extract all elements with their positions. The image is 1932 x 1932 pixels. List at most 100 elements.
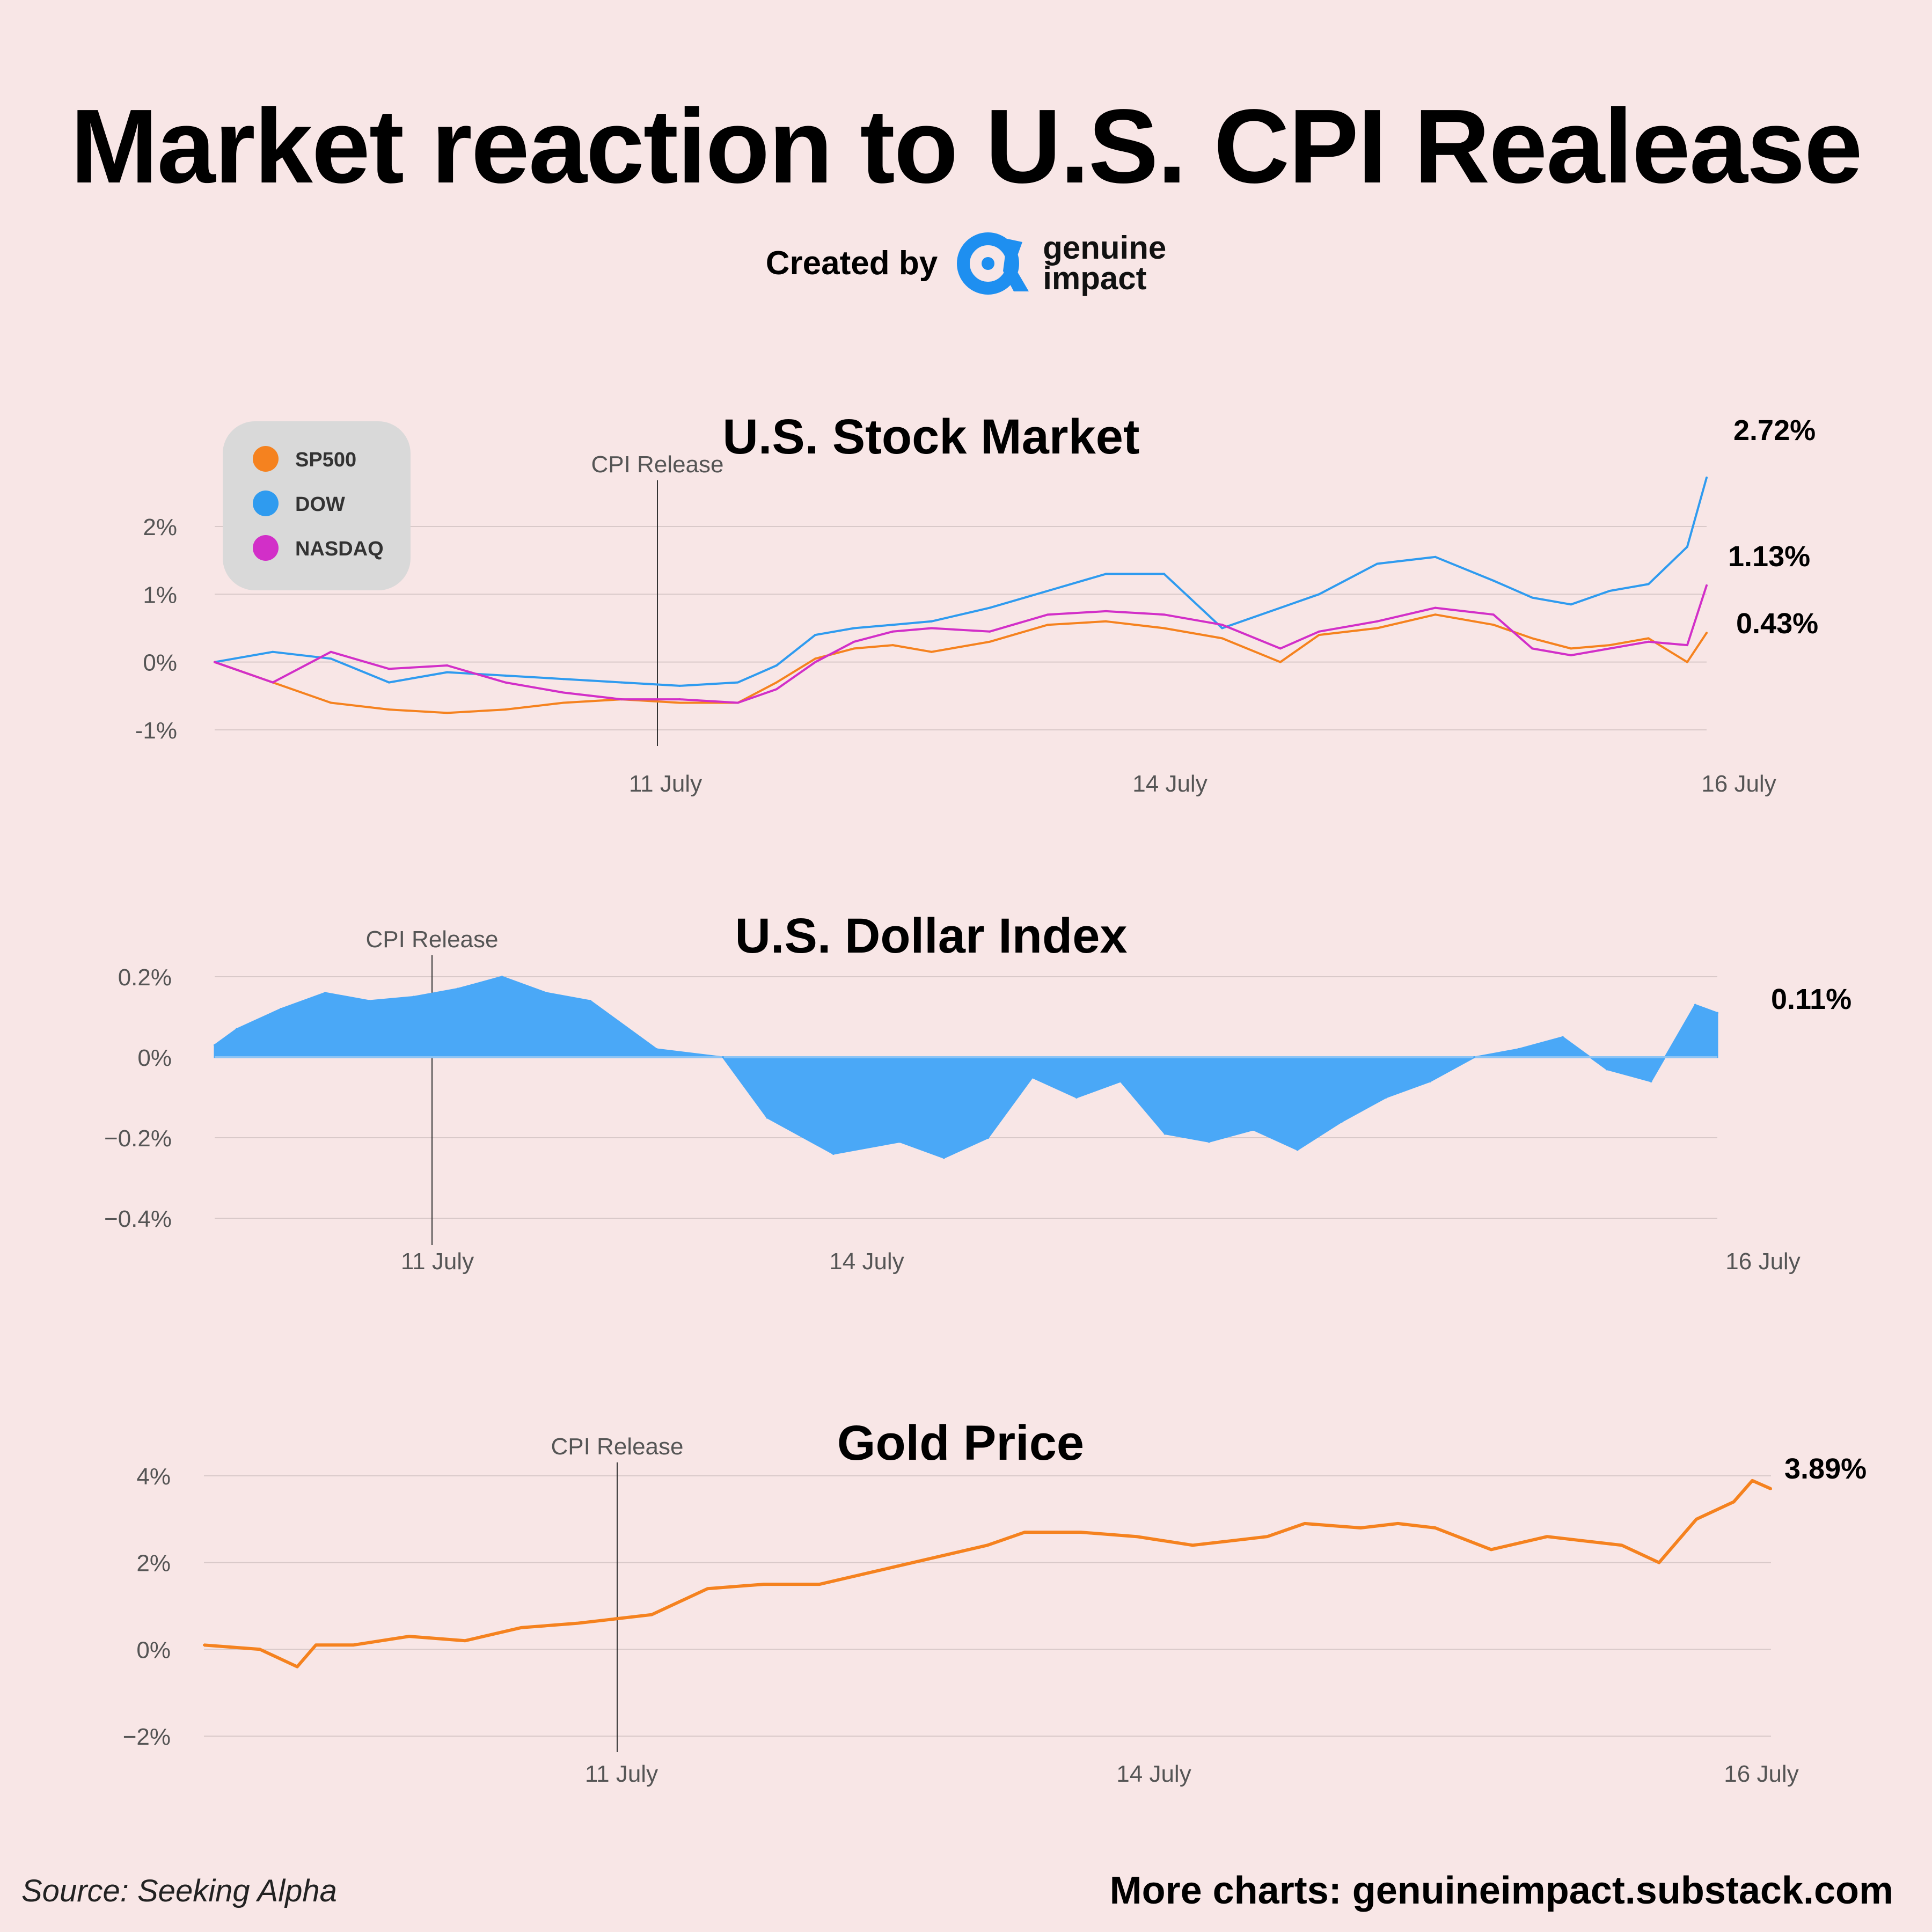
cpi-release-label: CPI Release xyxy=(365,926,498,953)
sp500-point xyxy=(1434,613,1437,616)
dow-point xyxy=(330,657,332,660)
y-tick-label: 1% xyxy=(143,582,177,608)
x-tick-label: 16 July xyxy=(1725,1248,1800,1275)
dow-point xyxy=(1647,583,1650,586)
dollar-index-point xyxy=(1517,1048,1520,1050)
sp500-point xyxy=(1279,661,1282,663)
dow-point xyxy=(562,678,565,680)
gold-price-point xyxy=(408,1635,411,1638)
gold-price-point xyxy=(520,1626,522,1629)
chart-title: U.S. Dollar Index xyxy=(735,909,1127,963)
nasdaq-point xyxy=(1046,613,1049,616)
dow-point xyxy=(1221,627,1224,630)
gold-price-point xyxy=(576,1622,579,1624)
dow-point xyxy=(1318,593,1320,596)
gold-price-point xyxy=(259,1648,261,1651)
y-tick-label: 2% xyxy=(143,514,177,540)
nasdaq-point xyxy=(853,640,855,643)
dollar-index-point xyxy=(1650,1080,1652,1082)
dollar-index-point xyxy=(1252,1129,1255,1131)
legend: SP500 DOW NASDAQ xyxy=(223,421,411,590)
gold-price-point xyxy=(1434,1527,1437,1529)
nasdaq-point xyxy=(562,691,565,694)
nasdaq-point xyxy=(504,681,507,684)
dow-point xyxy=(446,671,449,674)
dow-point xyxy=(775,664,778,667)
sp500-point xyxy=(562,701,565,704)
sp500-point xyxy=(1570,647,1572,650)
cpi-release-label: CPI Release xyxy=(591,451,723,478)
dollar-index-point xyxy=(214,1044,216,1046)
sp500-point xyxy=(330,701,332,704)
dollar-index-point xyxy=(412,996,415,998)
dow-point xyxy=(272,650,274,653)
sp500-point xyxy=(446,712,449,714)
nasdaq-point xyxy=(1570,654,1572,656)
gold-price-point xyxy=(1583,1540,1586,1542)
dow-point xyxy=(1608,590,1611,592)
dollar-index-point xyxy=(1341,1121,1343,1123)
sp500-point xyxy=(1046,624,1049,626)
sp500-point xyxy=(814,657,817,660)
dollar-index-point xyxy=(987,1137,990,1139)
y-tick-label: −0.2% xyxy=(104,1125,172,1152)
x-tick-label: 14 July xyxy=(829,1248,904,1275)
chart-3: Gold Price −2% 0% 2% 4% 11 July 14 July 16 July… xyxy=(123,1416,1867,1787)
gold-price-point xyxy=(762,1583,765,1586)
nasdaq-line xyxy=(214,585,1708,704)
nasdaq-point xyxy=(930,627,933,630)
nasdaq-point xyxy=(387,668,390,670)
gold-price-point xyxy=(930,1557,933,1560)
sp500-point xyxy=(1647,637,1650,640)
gold-price-point xyxy=(1023,1531,1026,1534)
dow-point xyxy=(1163,573,1166,575)
dollar-index-point xyxy=(942,1157,945,1159)
dow-point xyxy=(1492,580,1495,582)
gold-price-point xyxy=(1136,1535,1138,1538)
gold-price-point xyxy=(203,1644,205,1646)
gold-price-point xyxy=(1732,1501,1735,1503)
nasdaq-point xyxy=(1279,647,1282,650)
dow-point xyxy=(736,681,739,684)
sp500-point xyxy=(930,650,933,653)
x-tick-label: 16 July xyxy=(1724,1761,1798,1787)
created-by-label: Created by xyxy=(765,244,938,282)
gold-price-point xyxy=(818,1583,821,1586)
dow-point xyxy=(1570,603,1572,606)
sp500-point xyxy=(1163,627,1166,630)
dollar-index-point xyxy=(1716,1012,1718,1014)
nasdaq-point xyxy=(1434,606,1437,609)
nasdaq-point xyxy=(678,698,681,701)
gold-price-point xyxy=(352,1644,355,1646)
gold-price-point xyxy=(296,1665,298,1668)
dollar-index-point xyxy=(1429,1080,1431,1082)
dow-point xyxy=(1046,590,1049,592)
sp500-point xyxy=(1104,620,1107,623)
dollar-index-point xyxy=(1296,1148,1299,1151)
y-tick-label: 0% xyxy=(136,1637,171,1663)
dollar-index-point xyxy=(1385,1096,1387,1099)
nasdaq-point xyxy=(214,661,216,663)
gold-price-point xyxy=(1546,1535,1548,1538)
y-tick-label: 4% xyxy=(136,1463,171,1490)
gold-price-point xyxy=(1266,1535,1269,1538)
chart-title: U.S. Stock Market xyxy=(722,409,1139,464)
nasdaq-point xyxy=(446,664,449,667)
source-note: Source: Seeking Alpha xyxy=(21,1874,337,1908)
nasdaq-point xyxy=(775,688,778,691)
more-charts-link[interactable]: More charts: genuineimpact.substack.com xyxy=(1109,1869,1893,1912)
gold-price-point xyxy=(706,1587,709,1590)
nasdaq-point xyxy=(1104,610,1107,612)
gold-price-point xyxy=(1396,1522,1399,1525)
dollar-index-point xyxy=(766,1116,769,1119)
sp500-legend-dot xyxy=(253,446,279,472)
nasdaq-legend-label: NASDAQ xyxy=(295,538,384,560)
sp500-point xyxy=(678,701,681,704)
dow-point xyxy=(853,627,855,630)
dollar-index-point xyxy=(655,1048,658,1050)
dollar-index-point xyxy=(368,1000,371,1002)
sp500-point xyxy=(853,647,855,650)
dow-point xyxy=(1706,477,1708,479)
nasdaq-point xyxy=(620,698,623,701)
